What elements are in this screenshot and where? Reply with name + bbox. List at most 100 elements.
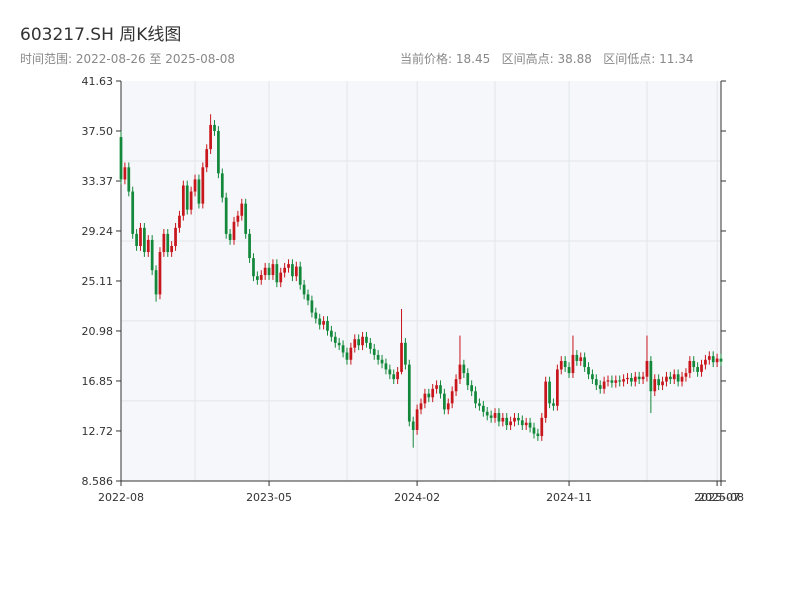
candle-body [598,385,602,389]
candle-body [228,233,232,240]
candle-body [478,403,481,406]
candle-body [719,358,723,362]
candle-body [291,264,294,277]
candle-body [606,380,610,382]
candle-body [314,312,318,319]
candle-body [201,167,205,204]
candle-body [466,373,470,386]
candle-body [680,376,684,382]
candle-body [220,173,224,198]
candle-body [380,359,384,364]
x-tick-label: 2022-08 [98,491,144,504]
candle-body [485,411,489,416]
candle-body [372,348,376,355]
candle-body [676,374,680,382]
candle-body [489,415,493,418]
candle-body [700,364,703,372]
candle-body [248,233,251,259]
candle-body [263,267,267,276]
candle-body [213,124,216,131]
candle-body [232,221,236,240]
candle-body [217,130,220,174]
y-tick-label: 33.37 [82,175,114,188]
candle-body [333,336,337,343]
candle-body [622,379,625,382]
candle-body [435,385,438,389]
candle-body [154,270,158,295]
y-tick-label: 8.586 [82,475,114,488]
candle-body [458,364,462,380]
candle-body [626,377,629,380]
candle-body [614,380,618,383]
candle-body [170,245,174,253]
y-tick-label: 41.63 [82,75,114,88]
candle-body [193,179,197,192]
candle-body [318,318,322,325]
candle-body [131,191,135,234]
candle-body [661,381,664,386]
x-tick-label: 2025-08 [698,491,744,504]
candle-body [454,379,458,392]
candle-body [559,360,563,370]
y-tick-label: 16.85 [82,375,114,388]
candle-body [404,342,407,365]
candle-body [633,376,637,382]
y-tick-label: 12.72 [82,425,114,438]
candle-body [419,403,423,410]
candle-body [400,342,403,372]
candle-body [388,369,392,375]
candle-body [575,354,579,361]
y-tick-label: 29.24 [82,225,114,238]
candle-body [696,367,699,372]
candle-body [446,403,450,410]
plot-area [121,81,721,481]
candle-body [431,388,435,398]
candle-body [306,294,310,301]
candle-body [376,354,380,360]
candle-body [341,345,345,353]
candle-body [322,321,325,325]
candle-body [602,381,606,389]
candle-body [583,357,586,368]
candle-body [337,342,341,346]
candle-body [610,380,614,383]
candle-body [310,300,314,313]
candle-body [711,356,715,363]
candle-body [407,364,411,422]
candle-body [501,417,505,422]
candle-body [279,272,283,283]
candle-body [415,409,419,430]
candle-body [271,264,275,276]
candle-body [197,179,201,204]
candle-body [462,364,466,374]
candle-body [181,185,185,216]
candle-body [353,339,357,348]
candle-body [641,376,645,380]
candle-body [396,371,399,380]
candle-body [287,264,290,268]
candle-body [707,356,711,360]
candle-body [330,330,333,337]
candle-body [368,342,372,349]
candle-body [298,266,302,285]
x-tick-label: 2024-02 [394,491,440,504]
candle-body [474,391,477,404]
x-tick-label: 2025-07 [694,491,740,504]
candle-body [509,421,512,426]
candle-body [361,336,364,346]
candle-body [427,393,431,398]
candle-body [567,367,571,374]
candle-body [166,233,170,253]
candle-body [587,367,590,375]
y-tick-label: 25.11 [82,275,114,288]
candle-body [326,321,329,331]
candle-body [259,275,263,280]
candle-body [392,374,396,380]
candle-body [411,421,415,430]
candle-body [556,369,559,406]
candle-body [158,252,162,295]
candle-body [178,215,181,228]
candle-body [715,358,719,363]
candle-body [244,203,248,234]
candle-body [162,233,166,253]
